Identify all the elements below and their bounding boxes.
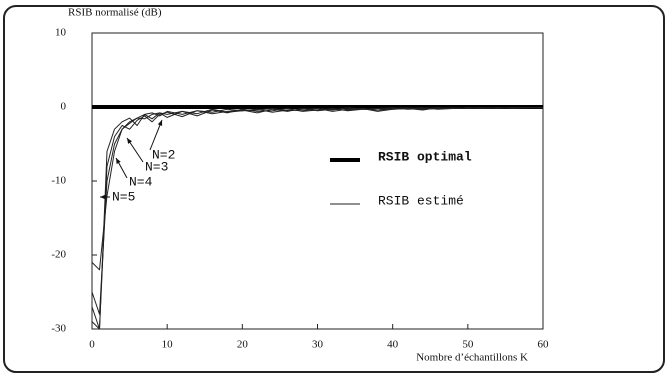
frame <box>3 5 665 373</box>
curve-annotation: N=3 <box>145 159 168 174</box>
legend-label: RSIB estimé <box>378 193 464 208</box>
arrow-head <box>157 120 163 126</box>
y-tick-label: 10 <box>55 27 67 39</box>
arrow-head <box>116 158 121 164</box>
curve-annotation: N=4 <box>129 174 153 189</box>
plot-area <box>91 32 544 330</box>
legend-label: RSIB optimal <box>378 149 472 164</box>
x-tick-label: 60 <box>538 339 550 351</box>
estimate-line <box>91 107 543 330</box>
curve-annotation: N=5 <box>112 189 135 204</box>
x-tick-label: 50 <box>462 339 474 351</box>
x-axis-label: Nombre d’échantillons K <box>416 352 528 364</box>
x-tick-label: 10 <box>162 339 174 351</box>
estimate-line <box>91 107 543 271</box>
y-axis-label: RSIB normalisé (dB) <box>68 7 162 19</box>
arrow-head <box>100 194 106 200</box>
curve-annotation: N=2 <box>152 147 175 162</box>
x-tick-label: 30 <box>312 339 324 351</box>
x-tick-label: 20 <box>237 339 249 351</box>
estimate-line <box>91 107 543 315</box>
x-tick-label: 40 <box>387 339 399 351</box>
y-tick-label: -30 <box>51 323 66 335</box>
y-tick-label: -20 <box>51 249 66 261</box>
y-tick-label: 0 <box>61 101 67 113</box>
y-tick-label: -10 <box>51 175 66 187</box>
estimate-line <box>91 107 543 330</box>
x-tick-label: 0 <box>89 339 95 351</box>
arrow-head <box>127 138 133 144</box>
